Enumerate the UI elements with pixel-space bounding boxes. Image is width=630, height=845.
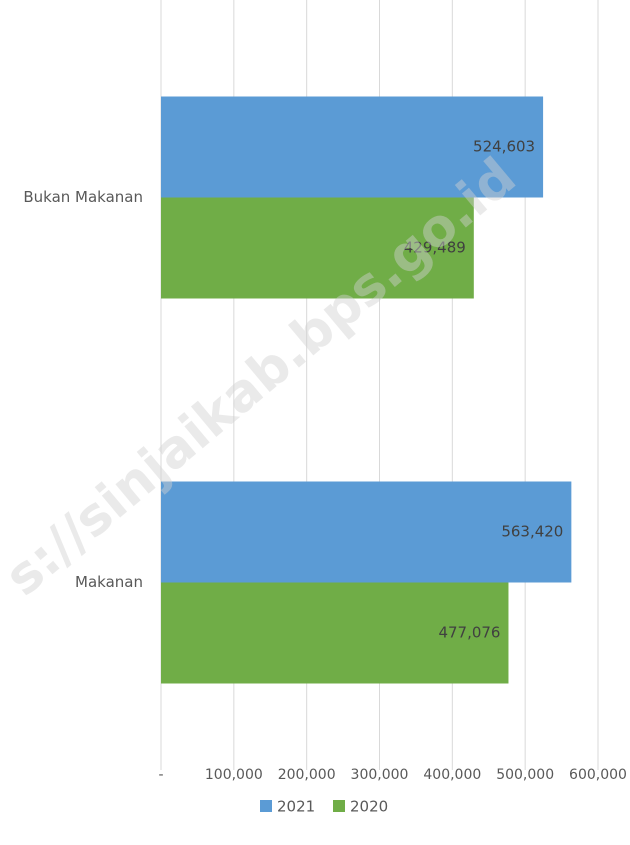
value-label: 477,076 [438, 624, 500, 642]
x-tick-label: - [158, 767, 163, 783]
x-tick-label: 500,000 [496, 767, 554, 783]
legend-label: 2020 [350, 798, 388, 816]
x-tick-label: 200,000 [278, 767, 336, 783]
y-tick-label: Makanan [75, 573, 143, 591]
value-label: 524,603 [473, 138, 535, 156]
x-tick-label: 600,000 [569, 767, 627, 783]
bar [161, 481, 572, 583]
value-label: 429,489 [404, 239, 466, 257]
bar [161, 96, 544, 198]
legend-swatch [260, 800, 272, 812]
x-tick-label: 100,000 [205, 767, 263, 783]
x-tick-label: 400,000 [423, 767, 481, 783]
bar [161, 582, 509, 684]
bar [161, 197, 474, 299]
x-tick-label: 300,000 [351, 767, 409, 783]
legend-label: 2021 [277, 798, 315, 816]
value-label: 563,420 [501, 523, 563, 541]
legend-swatch [333, 800, 345, 812]
y-tick-label: Bukan Makanan [23, 188, 143, 206]
